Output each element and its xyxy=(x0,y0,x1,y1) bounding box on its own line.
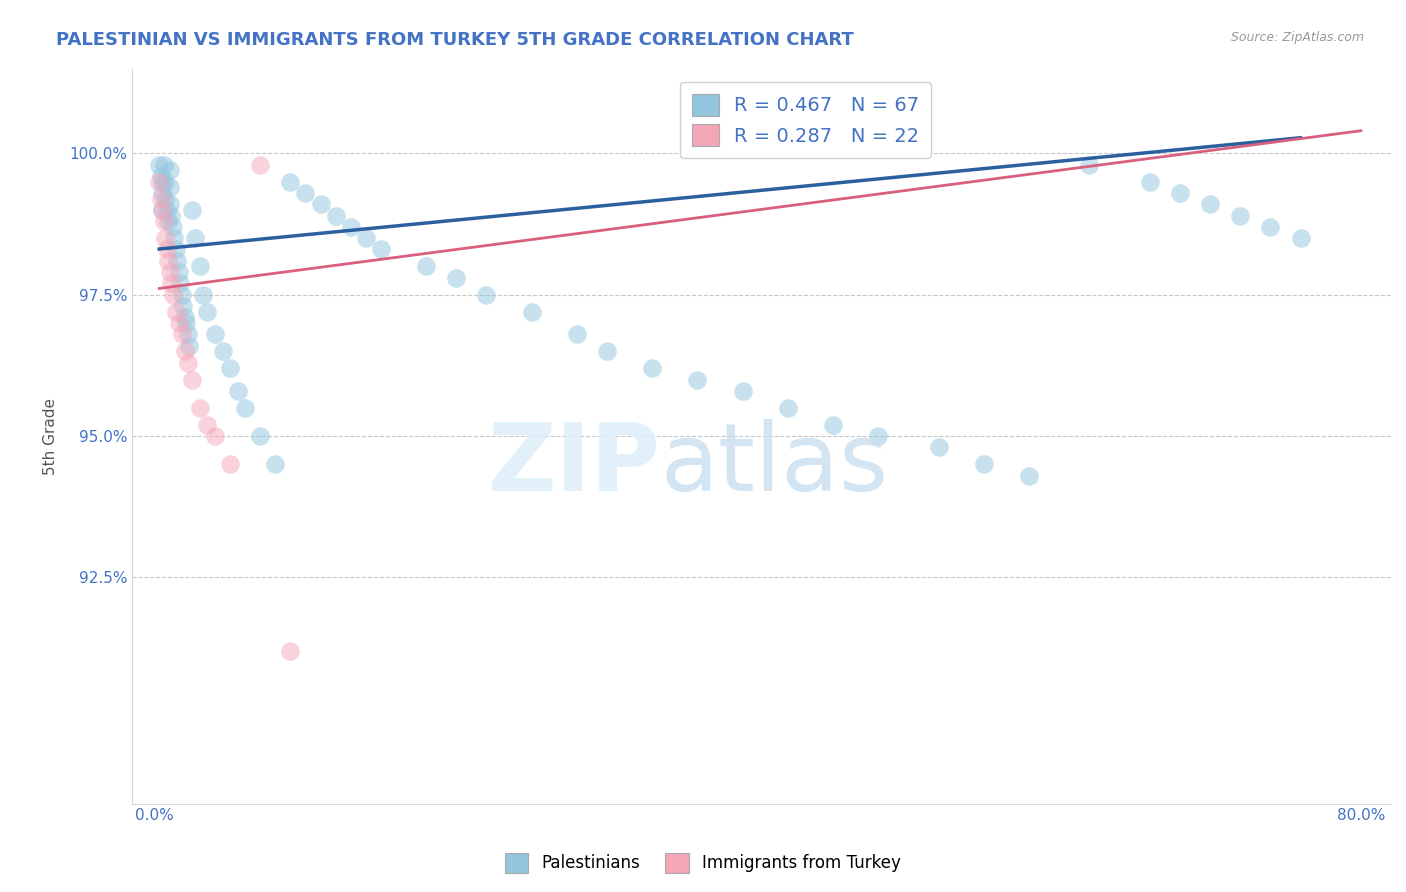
Point xyxy=(157,214,180,228)
Point xyxy=(280,175,302,189)
Point xyxy=(197,417,219,432)
Point xyxy=(165,304,187,318)
Point xyxy=(973,458,995,472)
Point xyxy=(325,209,347,223)
Point xyxy=(219,361,242,376)
Point xyxy=(1078,158,1101,172)
Point xyxy=(641,361,664,376)
Point xyxy=(191,287,214,301)
Point xyxy=(152,158,174,172)
Point xyxy=(173,344,195,359)
Point xyxy=(167,316,190,330)
Text: Source: ZipAtlas.com: Source: ZipAtlas.com xyxy=(1230,31,1364,45)
Point xyxy=(162,287,184,301)
Point xyxy=(152,214,174,228)
Point xyxy=(170,287,193,301)
Point xyxy=(155,175,177,189)
Point xyxy=(370,243,392,257)
Point xyxy=(1168,186,1191,200)
Point xyxy=(149,169,172,183)
Point xyxy=(167,265,190,279)
Point xyxy=(170,327,193,342)
Point xyxy=(415,260,437,274)
Point xyxy=(159,163,181,178)
Point xyxy=(155,192,177,206)
Point xyxy=(177,355,200,369)
Point xyxy=(160,277,183,291)
Point xyxy=(776,401,799,415)
Point xyxy=(184,231,207,245)
Point xyxy=(520,304,543,318)
Point xyxy=(868,429,890,443)
Point xyxy=(155,231,177,245)
Point xyxy=(176,316,198,330)
Point xyxy=(188,260,211,274)
Point xyxy=(156,202,179,217)
Point xyxy=(249,158,271,172)
Point xyxy=(173,310,195,325)
Point xyxy=(150,202,173,217)
Legend: Palestinians, Immigrants from Turkey: Palestinians, Immigrants from Turkey xyxy=(498,847,908,880)
Text: PALESTINIAN VS IMMIGRANTS FROM TURKEY 5TH GRADE CORRELATION CHART: PALESTINIAN VS IMMIGRANTS FROM TURKEY 5T… xyxy=(56,31,853,49)
Point xyxy=(309,197,332,211)
Point xyxy=(226,384,249,398)
Point xyxy=(169,277,191,291)
Point xyxy=(233,401,256,415)
Point xyxy=(159,197,181,211)
Point xyxy=(177,327,200,342)
Point xyxy=(150,186,173,200)
Point xyxy=(1018,468,1040,483)
Point xyxy=(159,180,181,194)
Point xyxy=(1139,175,1161,189)
Point xyxy=(354,231,377,245)
Point xyxy=(280,644,302,658)
Point xyxy=(264,458,287,472)
Point xyxy=(339,219,361,234)
Point xyxy=(149,192,172,206)
Point xyxy=(148,158,170,172)
Point xyxy=(160,209,183,223)
Point xyxy=(188,401,211,415)
Point xyxy=(475,287,498,301)
Point xyxy=(204,429,226,443)
Text: ZIP: ZIP xyxy=(488,419,661,511)
Point xyxy=(157,253,180,268)
Point xyxy=(1229,209,1251,223)
Point xyxy=(211,344,233,359)
Point xyxy=(1289,231,1312,245)
Point xyxy=(731,384,754,398)
Point xyxy=(172,299,194,313)
Text: atlas: atlas xyxy=(661,419,889,511)
Point xyxy=(294,186,316,200)
Point xyxy=(156,243,179,257)
Point xyxy=(163,231,186,245)
Point xyxy=(197,304,219,318)
Point xyxy=(159,265,181,279)
Point xyxy=(162,219,184,234)
Point xyxy=(181,372,204,386)
Point xyxy=(219,458,242,472)
Point xyxy=(150,175,173,189)
Point xyxy=(165,243,187,257)
Point xyxy=(1199,197,1222,211)
Point xyxy=(686,372,709,386)
Point xyxy=(249,429,271,443)
Point xyxy=(823,417,845,432)
Legend: R = 0.467   N = 67, R = 0.287   N = 22: R = 0.467 N = 67, R = 0.287 N = 22 xyxy=(681,82,931,158)
Point xyxy=(444,270,467,285)
Point xyxy=(150,202,173,217)
Point xyxy=(204,327,226,342)
Point xyxy=(179,338,201,352)
Point xyxy=(148,175,170,189)
Point xyxy=(928,441,950,455)
Point xyxy=(596,344,619,359)
Point xyxy=(1260,219,1282,234)
Point xyxy=(166,253,188,268)
Y-axis label: 5th Grade: 5th Grade xyxy=(44,398,58,475)
Point xyxy=(181,202,204,217)
Point xyxy=(565,327,588,342)
